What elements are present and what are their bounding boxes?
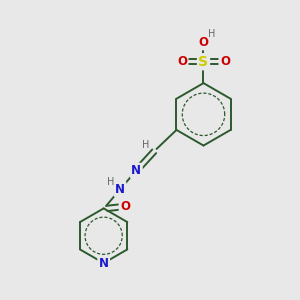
Text: H: H xyxy=(142,140,149,150)
Text: N: N xyxy=(99,256,109,270)
Text: O: O xyxy=(177,55,187,68)
Text: N: N xyxy=(131,164,141,177)
Text: O: O xyxy=(120,200,130,213)
Text: S: S xyxy=(199,55,208,69)
Text: N: N xyxy=(115,183,125,196)
Text: O: O xyxy=(199,36,208,49)
Text: O: O xyxy=(220,55,230,68)
Text: H: H xyxy=(107,177,115,187)
Text: H: H xyxy=(208,29,215,39)
